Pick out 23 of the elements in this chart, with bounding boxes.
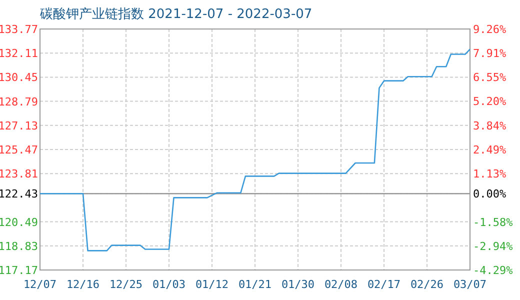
y2-tick-label: 6.55%	[473, 71, 506, 84]
y2-tick-label: -1.58%	[473, 216, 514, 229]
x-tick-label: 12/07	[23, 278, 57, 291]
x-tick-label: 02/17	[367, 278, 401, 291]
y2-tick-label: 9.26%	[473, 23, 506, 36]
y2-tick-label: 7.91%	[473, 47, 506, 60]
x-tick-label: 02/08	[324, 278, 358, 291]
y2-tick-label: -4.29%	[473, 264, 514, 277]
y2-tick-label: 2.49%	[473, 143, 506, 156]
x-tick-label: 02/26	[410, 278, 444, 291]
y2-tick-label: 3.84%	[473, 119, 506, 132]
x-tick-label: 01/30	[281, 278, 315, 291]
y2-tick-label: 0.00%	[473, 188, 506, 201]
x-tick-label: 01/03	[152, 278, 186, 291]
x-tick-label: 12/25	[109, 278, 143, 291]
y2-tick-label: 1.13%	[473, 168, 506, 181]
x-tick-label: 12/16	[66, 278, 100, 291]
y2-tick-label: -2.94%	[473, 240, 514, 253]
x-tick-label: 01/12	[195, 278, 229, 291]
y2-tick-label: 5.20%	[473, 95, 506, 108]
x-tick-label: 03/07	[453, 278, 487, 291]
chart-title: 碳酸钾产业链指数 2021-12-07 - 2022-03-07	[39, 7, 312, 22]
x-tick-label: 01/21	[238, 278, 272, 291]
